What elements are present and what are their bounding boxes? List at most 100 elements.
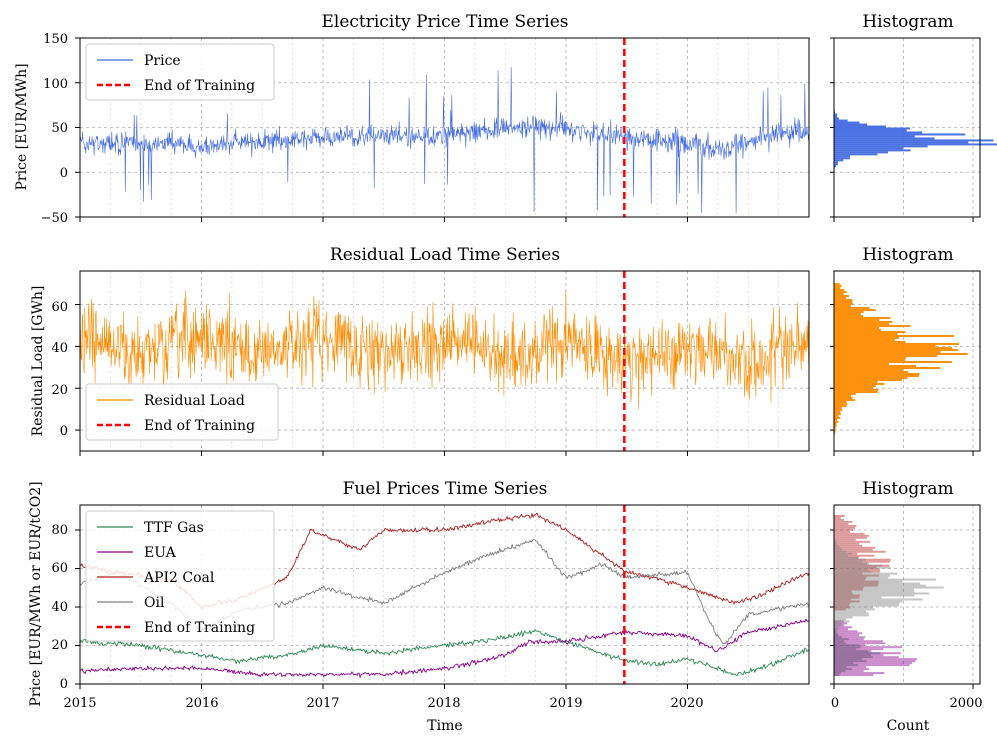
- histogram-bar: [834, 385, 876, 387]
- histogram-bar: [834, 365, 917, 367]
- x-tick-label: 2018: [427, 696, 460, 711]
- histogram-bar: [834, 375, 919, 377]
- plot-frame: [79, 270, 810, 452]
- legend-label-eua: EUA: [144, 545, 177, 561]
- histogram-bar: [834, 662, 913, 665]
- histogram-bar: [834, 125, 886, 128]
- histogram-bar: [834, 634, 859, 637]
- histogram-bar: [834, 660, 867, 663]
- fuel-ytick: 20: [51, 638, 68, 653]
- histogram-bar: [834, 672, 885, 675]
- histogram-bar: [834, 538, 856, 541]
- histogram-bar: [834, 145, 928, 148]
- x-axis-label: Time: [427, 718, 462, 734]
- histogram-bar: [834, 395, 852, 397]
- histogram-bar: [834, 149, 911, 152]
- fuel-y-axis-label: Price [EUR/MWh or EUR/tCO2]: [28, 481, 44, 706]
- histogram-bar: [834, 574, 880, 577]
- histogram-bar: [834, 666, 867, 669]
- histogram-bar: [834, 327, 880, 329]
- histogram-bar: [834, 141, 969, 144]
- histogram-bar: [834, 361, 952, 363]
- histogram-bar: [834, 658, 918, 661]
- price-ytick: −50: [41, 211, 68, 226]
- histogram-bar: [834, 578, 936, 581]
- histogram-bar: [834, 638, 864, 641]
- histogram-bar: [834, 606, 851, 609]
- histogram-bar: [834, 628, 839, 631]
- hist-x-tick-label: 2000: [949, 696, 982, 711]
- histogram-bar: [834, 620, 850, 623]
- histogram-bar: [834, 666, 847, 669]
- residual-ytick: 40: [51, 341, 68, 356]
- histogram-bar: [834, 153, 878, 156]
- plot-frame: [79, 504, 810, 685]
- histogram-bar: [834, 622, 843, 625]
- histogram-bar: [834, 576, 867, 579]
- histogram-bar: [834, 586, 864, 589]
- histogram-bar: [834, 165, 837, 168]
- histogram-bar: [834, 341, 906, 343]
- histogram-bar: [834, 299, 853, 301]
- histogram-bar: [834, 407, 842, 409]
- histogram-bar: [834, 520, 853, 523]
- histogram-bar: [834, 301, 853, 303]
- histogram-bar: [834, 550, 886, 553]
- legend-label-end-of-training: End of Training: [144, 620, 255, 636]
- histogram-bar: [834, 576, 889, 579]
- histogram-bar: [834, 602, 851, 605]
- histogram-bar: [834, 415, 839, 417]
- histogram-bar: [834, 532, 865, 535]
- histogram-bar: [834, 317, 891, 319]
- histogram-bar: [834, 363, 889, 365]
- histogram-bar: [834, 544, 840, 547]
- histogram-bar: [834, 598, 852, 601]
- histogram-bar: [834, 568, 880, 571]
- histogram-bar: [834, 632, 837, 635]
- histogram-bar: [834, 409, 843, 411]
- histogram-bar: [834, 670, 846, 673]
- histogram-bar: [834, 632, 863, 635]
- histogram-bar: [834, 421, 839, 423]
- histogram-bar: [834, 552, 858, 555]
- histogram-bar: [834, 305, 851, 307]
- histogram-bar: [834, 331, 906, 333]
- histogram-bar: [834, 640, 845, 643]
- histogram-bar: [834, 614, 869, 617]
- fuel-chart-title: Fuel Prices Time Series: [343, 479, 548, 499]
- histogram-bar: [834, 612, 869, 615]
- histogram-bar: [834, 626, 839, 629]
- histogram-bar: [834, 540, 871, 543]
- histogram-bar: [834, 620, 844, 623]
- histogram-bar: [834, 345, 936, 347]
- histogram-bar: [834, 401, 847, 403]
- histogram-bar: [834, 307, 870, 309]
- histogram-bar: [834, 654, 884, 657]
- histogram-bar: [834, 315, 864, 317]
- histogram-bar: [834, 309, 876, 311]
- histogram-bar: [834, 670, 864, 673]
- histogram-bar: [834, 289, 845, 291]
- histogram-bar: [834, 397, 853, 399]
- legend-label-end-of-training: End of Training: [144, 78, 255, 94]
- histogram-bar: [834, 644, 866, 647]
- histogram-bar: [834, 610, 867, 613]
- histogram-bar: [834, 139, 994, 142]
- plot-frame: [79, 37, 810, 218]
- histogram-bar: [834, 580, 879, 583]
- histogram-bar: [834, 664, 858, 667]
- histogram-bar: [834, 293, 844, 295]
- histogram-bar: [834, 598, 923, 601]
- histogram-bar: [834, 161, 839, 164]
- residual-legend: Residual Load End of Training: [85, 383, 279, 441]
- histogram-bar: [834, 650, 869, 653]
- histogram-bar: [834, 630, 858, 633]
- histogram-bar: [834, 522, 849, 525]
- histogram-bar: [834, 548, 842, 551]
- histogram-bar: [834, 518, 845, 521]
- histogram-bar: [834, 560, 863, 563]
- histogram-bar: [834, 423, 837, 425]
- histogram-bar: [834, 608, 876, 611]
- histogram-bar: [834, 664, 910, 667]
- histogram-bar: [834, 572, 863, 575]
